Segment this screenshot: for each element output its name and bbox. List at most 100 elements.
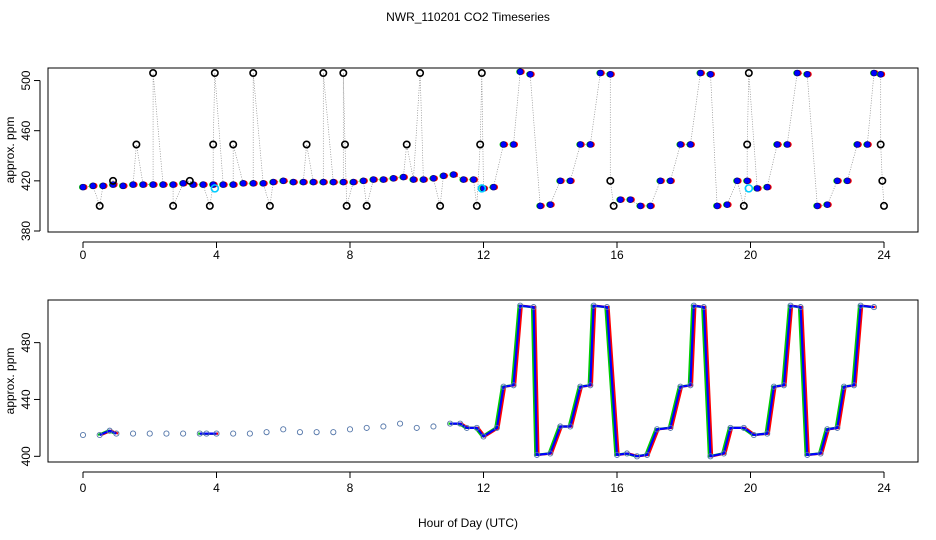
raw-sample-point [185, 176, 194, 185]
hourly-point [697, 69, 704, 77]
series-point [380, 423, 387, 430]
raw-sample-point [342, 201, 351, 210]
x-tick-label: 8 [347, 248, 354, 262]
bottom-x-axis: 0 4 8 12 16 20 24 [80, 471, 891, 495]
bottom-panel: approx. ppm 0 4 8 12 16 20 24 400 440 480 [3, 299, 919, 495]
hourly-point [556, 177, 564, 185]
x-tick-label: 16 [610, 248, 624, 262]
raw-sample-point [340, 140, 349, 149]
series-point [857, 302, 864, 309]
top-y-axis-label: approx. ppm [3, 117, 17, 184]
hourly-point [269, 178, 277, 186]
cyan-point [210, 184, 220, 193]
raw-sample-point [210, 69, 219, 78]
series-point [363, 424, 370, 431]
raw-sample-point [416, 69, 425, 78]
raw-sample-point [209, 140, 218, 149]
raw-sample-point [476, 140, 485, 149]
series-point [180, 430, 187, 437]
hourly-point [440, 172, 447, 180]
series-point [517, 302, 524, 309]
hourly-point [743, 177, 751, 185]
hourly-point [319, 178, 327, 186]
series-point [720, 450, 727, 457]
x-tick-label: 24 [877, 481, 891, 495]
raw-sample-point [319, 69, 328, 78]
series-point [750, 431, 757, 439]
series-point [700, 304, 707, 311]
series-point [480, 433, 487, 440]
series-point [96, 431, 103, 439]
y-tick-label: 500 [19, 70, 33, 90]
hourly-point [853, 141, 861, 148]
raw-sample-point [743, 140, 752, 149]
series-point [196, 430, 203, 437]
top-x-axis: 0 4 8 12 16 20 24 [80, 241, 891, 262]
hourly-point [723, 201, 731, 208]
raw-sample-point [878, 176, 887, 185]
raw-sample-point [606, 176, 615, 185]
blue-trace [450, 304, 875, 458]
raw-sample-point [249, 69, 258, 78]
raw-sample-point [477, 69, 486, 78]
series-point [613, 451, 621, 458]
series-point [493, 424, 500, 431]
series-point [473, 424, 480, 431]
raw-sample-point [109, 176, 118, 185]
series-point [346, 426, 354, 433]
cyan-point [477, 184, 487, 193]
series-point [263, 429, 270, 436]
raw-sample-point [132, 140, 141, 149]
series-point [667, 424, 674, 431]
raw-sample-point [169, 201, 178, 210]
series-point [413, 424, 420, 431]
hourly-point [657, 177, 664, 185]
hourly-point [370, 176, 377, 183]
hourly-point [597, 69, 604, 77]
hourly-point [299, 178, 307, 186]
hourly-point [713, 202, 721, 210]
hourly-point [843, 177, 851, 185]
raw-sample-point [609, 201, 618, 210]
series-point [577, 383, 584, 390]
x-tick-label: 24 [877, 248, 891, 262]
raw-sample-point [744, 69, 753, 78]
y-tick-label: 440 [19, 389, 33, 409]
hourly-point [500, 141, 507, 148]
hourly-point [460, 176, 467, 183]
series-point [447, 420, 454, 427]
raw-sample-point [265, 201, 274, 210]
series-point [654, 426, 661, 433]
hourly-point [249, 180, 257, 187]
hourly-point [707, 70, 714, 78]
series-point [797, 304, 804, 311]
series-point [203, 430, 210, 437]
series-point [727, 424, 734, 431]
series-point [163, 430, 170, 437]
hourly-point [229, 181, 237, 188]
hourly-point [450, 171, 457, 178]
series-point [510, 382, 517, 389]
series-point [770, 383, 777, 390]
series-point [633, 453, 641, 460]
hourly-point [546, 201, 554, 208]
hourly-point [823, 201, 831, 208]
series-point [587, 382, 594, 389]
top-data-marks [79, 68, 888, 210]
bottom-data-marks [79, 302, 878, 460]
raw-sample-point [229, 140, 238, 149]
x-axis-label: Hour of Day (UTC) [418, 516, 518, 530]
hourly-point [586, 141, 594, 148]
series-point [547, 450, 554, 457]
series-point [687, 382, 694, 389]
hourly-point [149, 181, 157, 188]
y-tick-label: 480 [19, 332, 33, 352]
top-panel: approx. ppm 0 4 8 12 16 20 24 380 420 460 500 [3, 67, 919, 262]
series-point [146, 430, 153, 437]
series-point [557, 423, 564, 430]
series-point [397, 420, 404, 427]
raw-sample-point [149, 69, 158, 78]
series-point [834, 424, 841, 431]
x-tick-label: 12 [477, 481, 491, 495]
bottom-plot-frame [47, 299, 919, 463]
